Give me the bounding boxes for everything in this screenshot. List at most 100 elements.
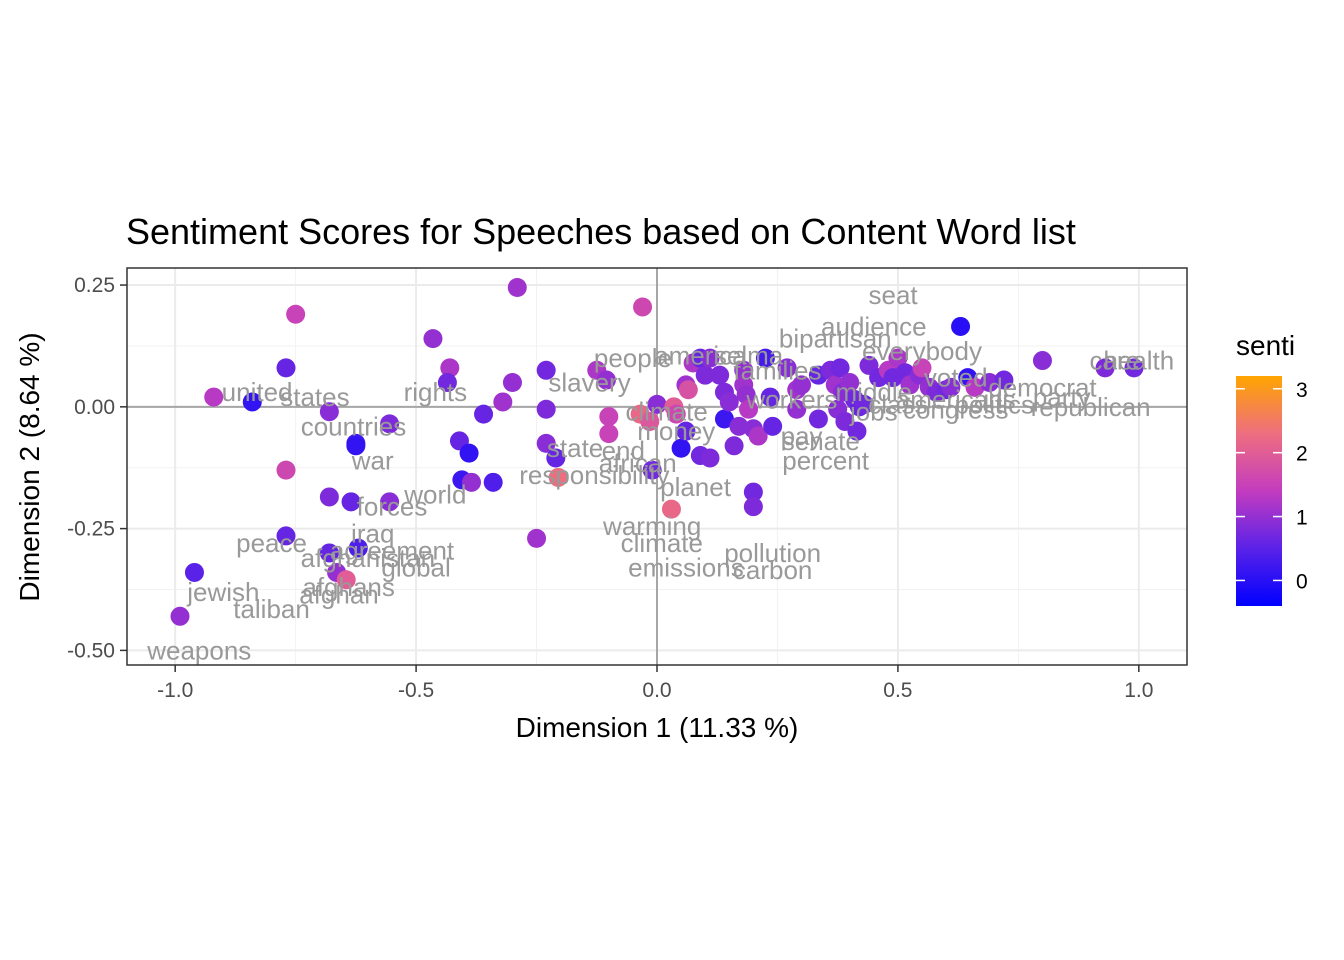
word-label: party — [1033, 382, 1091, 412]
word-label: agreement — [330, 536, 455, 566]
word-label: warming — [602, 511, 701, 541]
legend-colorbar — [1236, 376, 1282, 606]
y-axis-title: Dimension 2 (8.64 %) — [14, 332, 45, 601]
y-tick-label: 0.00 — [74, 396, 115, 419]
data-point — [341, 492, 361, 512]
data-point — [459, 443, 479, 463]
data-point — [599, 407, 619, 427]
data-point — [676, 421, 696, 441]
data-point — [507, 277, 527, 297]
word-label: percent — [782, 445, 869, 475]
word-label: rights — [404, 377, 468, 407]
data-point — [979, 372, 999, 392]
word-label: senate — [782, 426, 860, 456]
data-point — [736, 385, 756, 405]
word-label: afghanistan — [301, 543, 435, 573]
word-label: weapons — [146, 635, 251, 665]
data-point — [888, 348, 908, 368]
data-point — [912, 358, 932, 378]
data-point — [671, 438, 691, 458]
word-label: families — [733, 355, 821, 385]
data-point — [1124, 358, 1144, 378]
word-label: politics — [955, 389, 1034, 419]
word-label: african — [599, 448, 677, 478]
word-label: forces — [357, 492, 428, 522]
word-label: republican — [1031, 392, 1151, 422]
word-label: bipartisan — [779, 324, 892, 354]
word-label: america — [654, 341, 747, 371]
data-point — [763, 416, 783, 436]
legend-tick-label: 2 — [1296, 443, 1308, 466]
data-point — [951, 316, 971, 336]
data-point — [596, 370, 616, 390]
data-point — [346, 436, 366, 456]
data-point — [755, 348, 775, 368]
data-point — [336, 570, 356, 590]
data-point — [493, 392, 513, 412]
x-axis-title: Dimension 1 (11.33 %) — [516, 712, 799, 743]
plot-area: -1.0 -0.5 0.0 0.5 1.0-0.50-0.250.000.25 seata… — [67, 267, 1188, 702]
data-point — [546, 448, 566, 468]
word-label: afghans — [302, 572, 395, 602]
data-point — [599, 424, 619, 444]
word-label: afghan — [299, 579, 379, 609]
data-point — [536, 360, 556, 380]
data-point — [830, 358, 850, 378]
word-label: states — [280, 382, 349, 412]
data-point — [661, 499, 681, 519]
data-point — [170, 606, 190, 626]
legend: senti 0 1 2 3 — [1236, 330, 1308, 606]
data-point — [808, 409, 828, 429]
word-label: planet — [660, 472, 732, 502]
data-point — [792, 375, 812, 395]
x-tick-label: 0.5 — [883, 679, 912, 702]
word-label: carbon — [733, 555, 813, 585]
data-point — [536, 433, 556, 453]
data-point — [380, 414, 400, 434]
x-tick-label: -1.0 — [157, 679, 193, 702]
word-label: voted — [924, 363, 988, 393]
legend-title: senti — [1236, 330, 1295, 361]
data-point — [423, 329, 443, 349]
word-label: taliban — [233, 594, 310, 624]
word-label: people — [594, 343, 672, 373]
data-point — [714, 409, 734, 429]
data-point — [548, 467, 568, 487]
y-tick-label: -0.50 — [67, 639, 115, 662]
word-label: workers — [745, 385, 837, 415]
chart-title: Sentiment Scores for Speeches based on C… — [126, 211, 1076, 252]
word-label: climate — [625, 397, 707, 427]
data-point — [994, 370, 1014, 390]
word-label: state — [547, 433, 603, 463]
data-point — [502, 372, 522, 392]
word-label: care — [1089, 346, 1140, 376]
word-label: congress — [903, 394, 1009, 424]
data-point — [286, 304, 306, 324]
data-point — [319, 543, 339, 563]
data-point — [840, 372, 860, 392]
word-label: seat — [869, 280, 919, 310]
data-point — [242, 392, 262, 412]
data-point — [724, 436, 744, 456]
data-point — [184, 562, 204, 582]
data-point — [710, 365, 730, 385]
word-label: pay — [781, 421, 823, 451]
data-point — [695, 365, 715, 385]
word-label: end — [602, 436, 645, 466]
data-point — [666, 404, 686, 424]
plot-border — [126, 267, 1188, 666]
word-label: selma — [714, 341, 784, 371]
data-point — [474, 404, 494, 424]
data-point — [719, 392, 739, 412]
data-point — [462, 472, 481, 492]
word-label: responsibility — [519, 460, 669, 490]
data-point — [437, 372, 457, 392]
data-point — [941, 377, 961, 397]
word-label: war — [351, 445, 394, 475]
word-label: iraq — [351, 518, 394, 548]
data-point — [483, 472, 503, 492]
data-point — [647, 394, 667, 414]
data-point — [678, 380, 698, 400]
data-point — [965, 377, 985, 397]
